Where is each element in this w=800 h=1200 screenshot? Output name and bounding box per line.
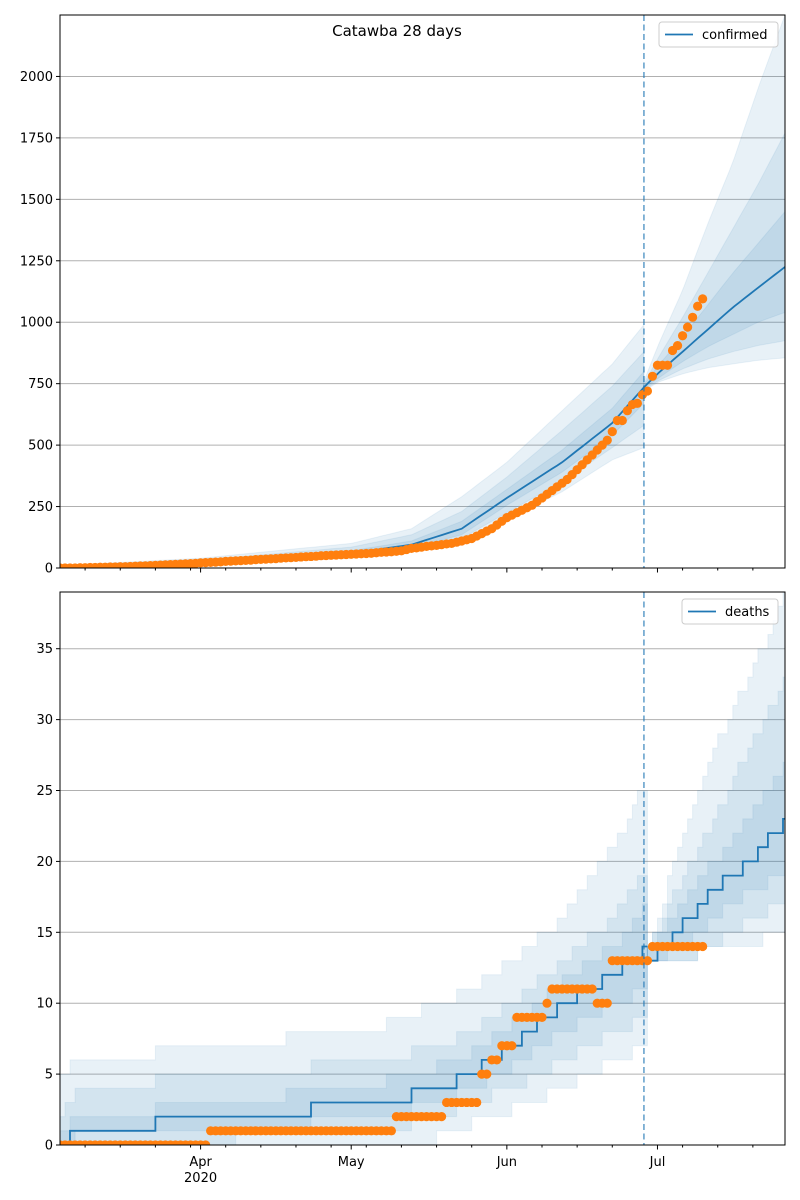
band-50-segment-1 [646, 761, 785, 962]
median-line-segment-1 [647, 818, 785, 962]
x-tick-label: Apr [189, 1155, 212, 1170]
y-tick-label: 15 [36, 926, 53, 941]
observed-point [688, 312, 698, 322]
y-tick-label: 0 [45, 1139, 53, 1154]
y-tick-label: 2000 [20, 70, 53, 85]
observed-point [436, 1112, 447, 1122]
observed-point [386, 1126, 396, 1136]
plot-area [60, 15, 785, 568]
median-line-segment-0 [60, 945, 648, 1145]
observed-point [607, 426, 617, 437]
y-tick-label: 35 [36, 642, 53, 657]
y-tick-label: 10 [36, 997, 53, 1012]
legend-box [681, 598, 779, 625]
observed-point [662, 360, 673, 370]
y-tick-label: 250 [28, 500, 53, 515]
legend-label: deaths [725, 605, 770, 620]
observed-point [682, 322, 693, 332]
observed-point [492, 1055, 502, 1065]
observed-point [482, 1069, 492, 1079]
band-80-segment-1 [643, 131, 785, 391]
y-tick-label: 20 [36, 855, 53, 870]
observed-point [587, 984, 597, 994]
observed-point [602, 998, 612, 1008]
legend-box [658, 21, 779, 48]
observed-point [642, 956, 653, 966]
observed-point [677, 331, 688, 341]
plot-area [60, 592, 785, 1145]
observed-point [632, 398, 642, 408]
x-tick-label: Jun [496, 1155, 517, 1170]
y-tick-label: 1000 [20, 316, 53, 331]
legend: deaths [681, 598, 779, 625]
observed-point [698, 941, 708, 952]
observed-point [537, 1012, 547, 1022]
observed-point [642, 386, 653, 396]
x-tick-sublabel: 2020 [184, 1171, 217, 1186]
chart-title: Catawba 28 days [332, 22, 462, 40]
observed-point [622, 406, 632, 416]
y-tick-label: 1500 [20, 193, 53, 208]
band-95-segment-1 [646, 592, 785, 962]
observed-point [542, 998, 552, 1008]
legend-label: confirmed [702, 28, 768, 43]
y-tick-label: 25 [36, 784, 53, 799]
band-50-segment-0 [60, 370, 645, 568]
y-tick-label: 1750 [20, 131, 53, 146]
observed-point [693, 301, 703, 311]
band-95-segment-0 [60, 790, 648, 1145]
confirmed-panel: 0 250 500 750 1000 1250 1500 1750 2000 confirmed [20, 14, 786, 577]
y-tick-label: 1250 [20, 254, 53, 269]
observed-point [698, 294, 708, 304]
y-tick-label: 750 [28, 377, 53, 392]
observed-point [201, 1140, 211, 1145]
observed-point [602, 435, 612, 445]
y-tick-label: 30 [36, 713, 53, 728]
observed-point [647, 371, 658, 381]
legend: confirmed [658, 21, 779, 48]
y-tick-label: 5 [45, 1068, 53, 1083]
observed-point [472, 1097, 482, 1108]
x-tick-label: May [338, 1155, 365, 1170]
observed-point [507, 1041, 517, 1051]
y-tick-label: 500 [28, 439, 53, 454]
observed-point [672, 340, 683, 351]
axes-frame [59, 591, 786, 1146]
x-tick-label: Jul [649, 1155, 666, 1170]
y-tick-label: 0 [45, 562, 53, 577]
observed-point [617, 415, 627, 426]
axes-frame [59, 14, 786, 569]
band-95-segment-1 [643, 15, 785, 392]
